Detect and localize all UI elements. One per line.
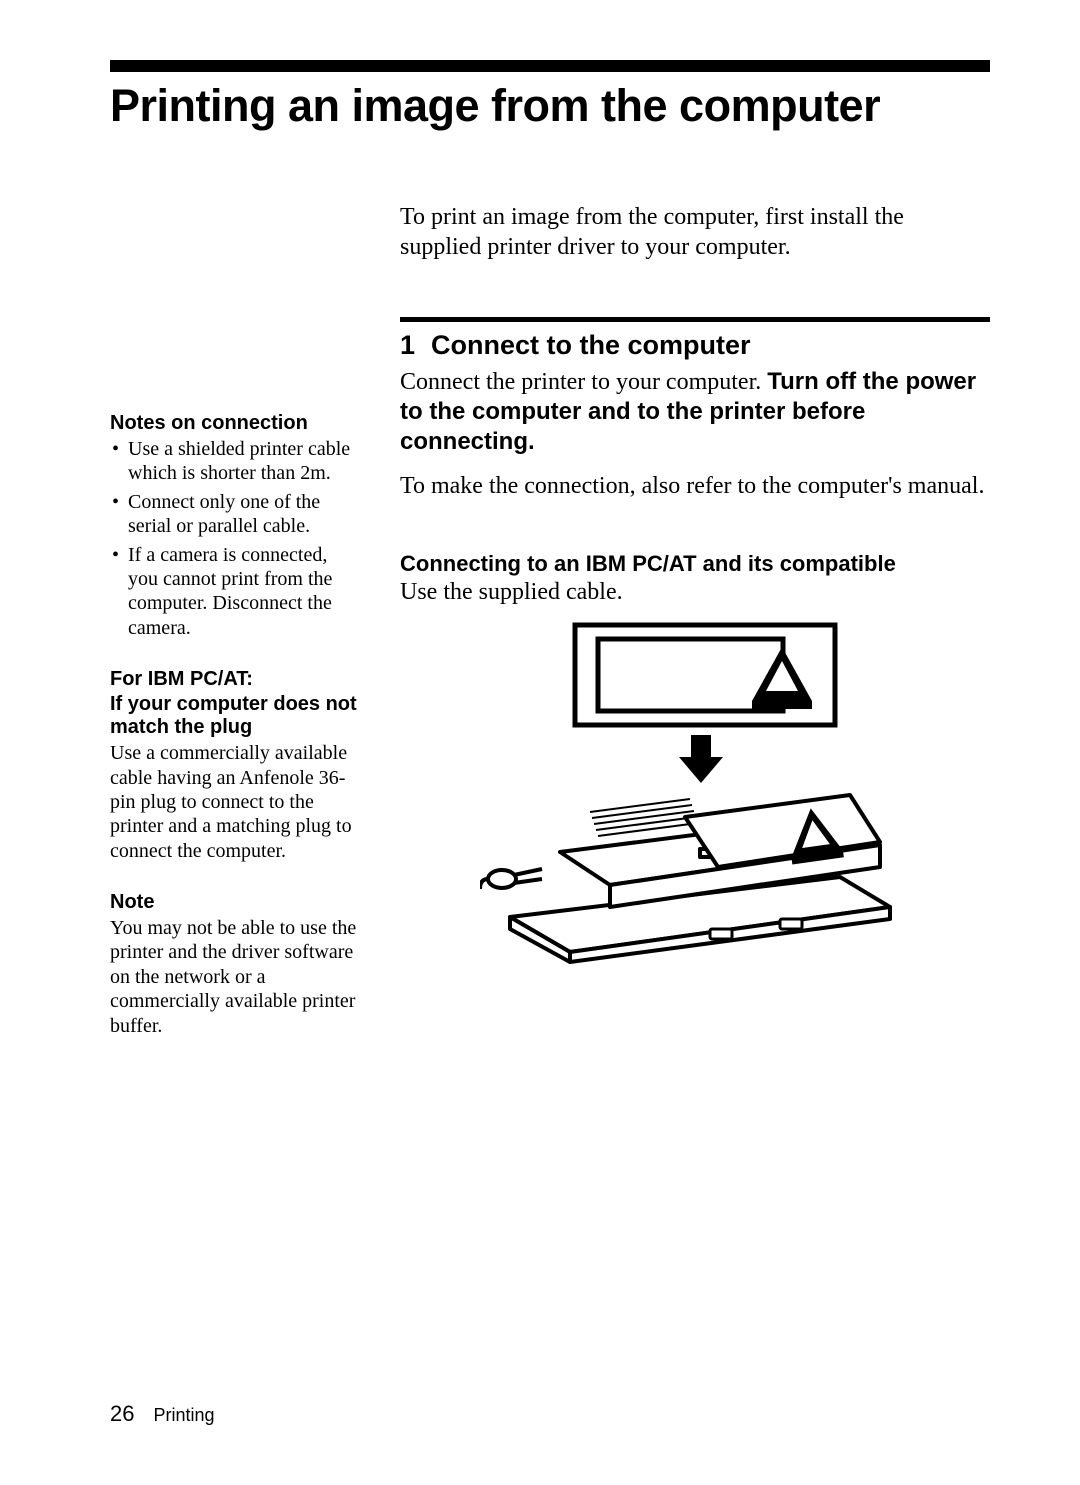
intro-paragraph: To print an image from the computer, fir…	[400, 202, 990, 262]
list-item: Use a shielded printer cable which is sh…	[110, 437, 360, 486]
list-item: Connect only one of the serial or parall…	[110, 490, 360, 539]
printer-connection-illustration	[480, 617, 910, 967]
sidebar-notes-heading: Notes on connection	[110, 412, 360, 435]
content-columns: Notes on connection Use a shielded print…	[110, 202, 990, 1066]
section-1-heading: 1 Connect to the computer	[400, 330, 990, 361]
list-item: If a camera is connected, you cannot pri…	[110, 543, 360, 641]
page-title: Printing an image from the computer	[110, 80, 990, 132]
sidebar-notes-list: Use a shielded printer cable which is sh…	[110, 437, 360, 640]
sidebar-ibm-body: Use a commercially available cable havin…	[110, 741, 360, 863]
footer-section-label: Printing	[153, 1405, 214, 1425]
page-number: 26	[110, 1401, 134, 1426]
sidebar-note-body: You may not be able to use the printer a…	[110, 916, 360, 1038]
subsection-body: Use the supplied cable.	[400, 577, 990, 607]
lead-plain: Connect the printer to your computer.	[400, 369, 767, 395]
sidebar-ibm-heading-1: For IBM PC/AT:	[110, 668, 360, 691]
page-footer: 26 Printing	[110, 1401, 215, 1427]
subsection-heading: Connecting to an IBM PC/AT and its compa…	[400, 551, 990, 577]
top-rule	[110, 60, 990, 72]
section-1-refer: To make the connection, also refer to th…	[400, 471, 990, 501]
sidebar-note-heading: Note	[110, 891, 360, 914]
sidebar-ibm-heading-2: If your computer does not match the plug	[110, 693, 360, 739]
main-column: To print an image from the computer, fir…	[400, 202, 990, 1066]
sidebar: Notes on connection Use a shielded print…	[110, 202, 360, 1066]
section-title: Connect to the computer	[431, 330, 751, 361]
section-number: 1	[400, 330, 415, 361]
section-1-lead: Connect the printer to your computer. Tu…	[400, 367, 990, 457]
connection-figure	[400, 617, 990, 967]
section-rule	[400, 317, 990, 322]
